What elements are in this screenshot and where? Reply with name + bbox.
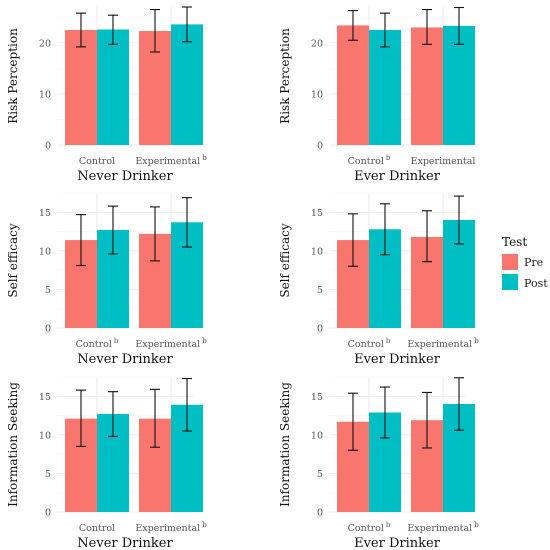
x-tick-label-control: Control b [348,337,391,350]
error-bar-post-control [380,203,390,256]
error-bar-post-control [108,205,118,255]
x-axis-title: Ever Drinker [354,169,441,184]
error-bar-post-control [380,12,390,48]
y-tick-label: 5 [45,469,51,480]
legend-label-post: Post [524,277,548,290]
y-tick-label: 20 [39,38,51,49]
legend: Test Pre Post [502,235,548,290]
error-bar-post-experimental [454,377,464,431]
error-bar-pre-experimental [422,9,432,45]
x-axis-title: Never Drinker [77,169,173,184]
x-axis-title: Ever Drinker [354,536,441,550]
legend-title: Test [502,235,527,249]
bar-post-experimental [443,25,475,146]
bar-pre-experimental [411,27,443,146]
y-tick-label: 0 [45,508,51,519]
chart-panels: 0 10 20 Control Experimental b Never Drinker Ri… [6,6,479,550]
error-bar-post-control [108,391,118,437]
y-tick-label: 10 [39,89,51,100]
x-tick-label-experimental: Experimental b [135,337,207,350]
y-axis-title: Risk Perception [278,28,292,124]
y-tick-label: 20 [311,38,323,49]
bar-pre-control [65,30,97,145]
x-axis-title: Ever Drinker [354,352,441,367]
y-axis-title: Self efficacy [278,223,292,297]
y-tick-label: 10 [39,430,51,441]
x-tick-label-control: Control b [76,337,119,350]
x-tick-label-experimental: Experimental [411,156,476,167]
y-axis-title: Information Seeking [278,382,292,507]
chart-panel-3: 0 5 10 15 Control b Experimental b Never Drinker… [6,192,207,367]
error-bar-pre-experimental [150,388,160,448]
y-tick-label: 0 [45,324,51,335]
y-tick-label: 10 [311,246,323,257]
error-bar-pre-control [76,214,86,267]
x-tick-label-control: Control [79,523,115,534]
y-tick-label: 15 [39,208,51,219]
error-bar-pre-experimental [150,206,160,262]
chart-panel-1: 0 10 20 Control Experimental b Never Drinker Ri… [6,6,207,184]
y-tick-label: 0 [317,508,323,519]
y-tick-label: 15 [39,392,51,403]
error-bar-pre-control [348,213,358,267]
error-bar-post-experimental [454,6,464,45]
y-tick-label: 15 [311,392,323,403]
chart-panel-4: 0 5 10 15 Control b Experimental b Ever Drinker S… [278,192,479,367]
x-tick-label-experimental: Experimental b [135,154,207,167]
error-bar-post-experimental [182,6,192,43]
error-bar-post-experimental [454,195,464,245]
bar-pre-control [337,25,369,145]
error-bar-post-control [108,14,118,45]
error-bar-pre-control [348,392,358,451]
y-tick-label: 15 [311,208,323,219]
bar-post-experimental [171,24,203,145]
error-bar-pre-experimental [150,9,160,53]
y-tick-label: 10 [311,89,323,100]
x-axis-title: Never Drinker [77,352,173,367]
y-tick-label: 0 [317,324,323,335]
chart-panel-5: 0 5 10 15 Control Experimental b Never Drinker I… [6,376,207,550]
x-tick-label-control: Control b [348,521,391,534]
legend-label-pre: Pre [524,256,543,269]
x-tick-label-control: Control b [348,154,391,167]
y-tick-label: 5 [317,285,323,296]
legend-swatch-post [502,274,518,290]
legend-swatch-pre [502,254,518,270]
x-tick-label-experimental: Experimental b [135,521,207,534]
x-axis-title: Never Drinker [77,536,173,550]
x-tick-label-control: Control [79,156,115,167]
y-tick-label: 10 [311,430,323,441]
y-tick-label: 5 [45,285,51,296]
error-bar-post-control [380,386,390,439]
error-bar-pre-experimental [422,210,432,263]
y-axis-title: Information Seeking [6,382,20,507]
y-tick-label: 0 [45,141,51,152]
chart-panel-2: 0 10 20 Control b Experimental Ever Drinker Ris… [278,6,476,184]
error-bar-post-experimental [182,197,192,248]
x-tick-label-experimental: Experimental b [407,521,479,534]
y-tick-label: 0 [317,141,323,152]
bar-post-control [97,29,129,145]
error-bar-pre-control [76,389,86,447]
y-axis-title: Risk Perception [6,28,20,124]
y-axis-title: Self efficacy [6,223,20,297]
error-bar-pre-experimental [422,391,432,449]
y-tick-label: 10 [39,246,51,257]
error-bar-pre-control [76,12,86,48]
error-bar-pre-control [348,10,358,41]
bar-post-control [369,30,401,145]
x-tick-label-experimental: Experimental b [407,337,479,350]
y-tick-label: 5 [317,469,323,480]
chart-panel-6: 0 5 10 15 Control b Experimental b Ever Drinker I… [278,376,479,550]
error-bar-post-experimental [182,377,192,432]
